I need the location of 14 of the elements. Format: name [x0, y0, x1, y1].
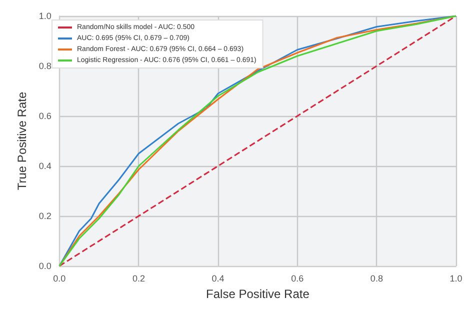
x-tick-label: 0.8	[370, 274, 383, 284]
y-tick-label: 0.6	[38, 111, 52, 121]
y-tick-label: 0.8	[38, 61, 52, 71]
x-tick-label: 0.6	[291, 274, 304, 284]
x-tick-label: 0.2	[132, 274, 145, 284]
y-tick-label: 0.4	[38, 161, 52, 171]
x-tick-label: 1.0	[450, 274, 462, 284]
x-tick-label: 0.0	[53, 274, 66, 284]
y-axis-title: True Positive Rate	[15, 92, 29, 190]
x-tick-label: 0.4	[212, 274, 224, 284]
y-tick-label: 0.0	[38, 261, 52, 271]
y-tick-label: 1.0	[38, 11, 52, 21]
x-axis-title: False Positive Rate	[206, 286, 310, 301]
y-tick-label: 0.2	[38, 211, 52, 221]
